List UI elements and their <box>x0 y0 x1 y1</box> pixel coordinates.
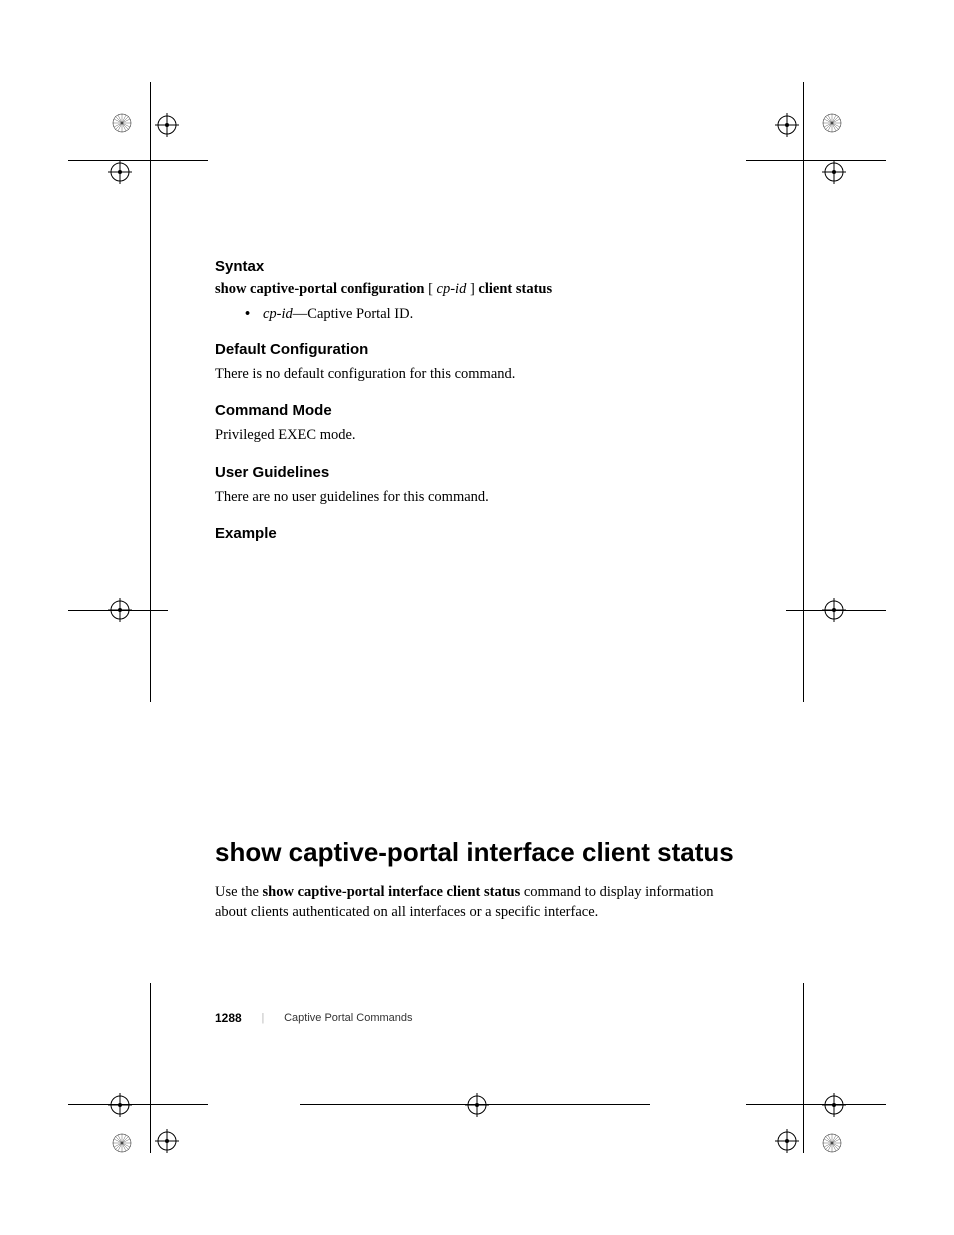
syntax-suffix: client status <box>478 281 552 297</box>
command-mode-text: Privileged EXEC mode. <box>215 425 745 445</box>
crop-line <box>150 82 151 702</box>
crop-line <box>803 82 804 702</box>
registration-mark-icon <box>822 160 846 184</box>
default-config-text: There is no default configuration for th… <box>215 364 745 384</box>
crop-line <box>150 983 151 1153</box>
example-heading: Example <box>215 525 745 542</box>
registration-mark-icon <box>155 1129 179 1153</box>
page-content: Syntax show captive-portal configuration… <box>215 258 745 940</box>
registration-mark-icon <box>108 1093 132 1117</box>
footer-divider: | <box>262 1010 264 1025</box>
syntax-prefix: show captive-portal configuration <box>215 281 424 297</box>
desc-prefix: Use the <box>215 884 263 900</box>
crop-line <box>68 160 208 161</box>
user-guidelines-text: There are no user guidelines for this co… <box>215 487 745 507</box>
default-config-heading: Default Configuration <box>215 341 745 358</box>
crop-line <box>803 983 804 1153</box>
crop-line <box>746 160 886 161</box>
star-mark-icon <box>822 1133 842 1153</box>
page-footer: 1288 | Captive Portal Commands <box>215 1010 413 1025</box>
syntax-heading: Syntax <box>215 258 745 275</box>
registration-mark-icon <box>155 113 179 137</box>
syntax-command: show captive-portal configuration [ cp-i… <box>215 281 745 298</box>
footer-section-name: Captive Portal Commands <box>284 1012 412 1024</box>
crop-line <box>746 1104 886 1105</box>
page-number: 1288 <box>215 1011 242 1025</box>
star-mark-icon <box>112 113 132 133</box>
syntax-param: cp-id <box>437 281 467 297</box>
syntax-bullet: cp-id—Captive Portal ID. <box>245 306 745 323</box>
star-mark-icon <box>112 1133 132 1153</box>
star-mark-icon <box>822 113 842 133</box>
registration-mark-icon <box>775 1129 799 1153</box>
registration-mark-icon <box>465 1093 489 1117</box>
command-mode-heading: Command Mode <box>215 402 745 419</box>
registration-mark-icon <box>108 160 132 184</box>
desc-bold: show captive-portal interface client sta… <box>263 884 521 900</box>
registration-mark-icon <box>108 598 132 622</box>
user-guidelines-heading: User Guidelines <box>215 464 745 481</box>
main-command-description: Use the show captive-portal interface cl… <box>215 882 745 923</box>
main-command-heading: show captive-portal interface client sta… <box>215 837 745 868</box>
bullet-param: cp-id <box>263 306 293 322</box>
registration-mark-icon <box>822 598 846 622</box>
registration-mark-icon <box>775 113 799 137</box>
bullet-desc: —Captive Portal ID. <box>293 306 413 322</box>
registration-mark-icon <box>822 1093 846 1117</box>
crop-line <box>68 1104 208 1105</box>
